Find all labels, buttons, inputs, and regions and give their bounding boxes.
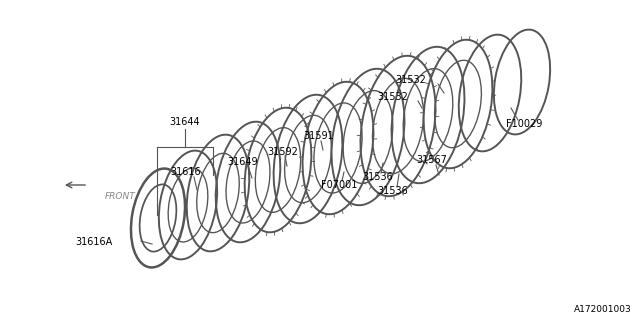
Text: 31567: 31567 (417, 155, 447, 165)
Text: F07001: F07001 (321, 180, 357, 190)
Text: 31536: 31536 (363, 172, 394, 182)
Text: 31649: 31649 (228, 157, 259, 167)
Text: 31592: 31592 (268, 147, 298, 157)
Text: A172001003: A172001003 (574, 305, 632, 314)
Text: 31536: 31536 (378, 186, 408, 196)
Text: 31532: 31532 (378, 92, 408, 102)
Text: 31616A: 31616A (76, 237, 113, 247)
Text: FRONT: FRONT (105, 192, 136, 201)
Text: F10029: F10029 (506, 119, 542, 129)
Text: 31644: 31644 (170, 117, 200, 127)
Text: 31591: 31591 (303, 131, 334, 141)
Text: 31532: 31532 (396, 75, 426, 85)
Text: 31616: 31616 (171, 167, 202, 177)
